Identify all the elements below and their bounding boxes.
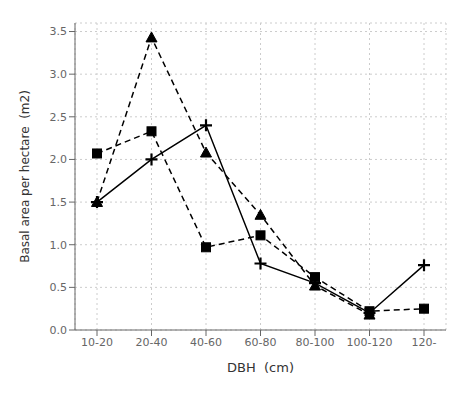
svg-text:100-120: 100-120 [347, 336, 393, 349]
svg-text:Basal area per hectare (m2): Basal area per hectare (m2) [18, 90, 32, 263]
svg-text:10-20: 10-20 [81, 336, 113, 349]
svg-text:0.0: 0.0 [50, 324, 68, 337]
svg-text:80-100: 80-100 [296, 336, 335, 349]
svg-text:3.0: 3.0 [50, 68, 68, 81]
svg-text:40-60: 40-60 [190, 336, 222, 349]
svg-text:120-: 120- [412, 336, 437, 349]
svg-text:20-40: 20-40 [136, 336, 168, 349]
svg-text:1.5: 1.5 [50, 196, 68, 209]
svg-text:2.0: 2.0 [50, 153, 68, 166]
svg-text:3.5: 3.5 [50, 25, 68, 38]
svg-text:2.5: 2.5 [50, 111, 68, 124]
svg-text:DBH (cm): DBH (cm) [227, 360, 294, 375]
svg-text:1.0: 1.0 [50, 239, 68, 252]
svg-text:60-80: 60-80 [245, 336, 277, 349]
svg-text:0.5: 0.5 [50, 281, 68, 294]
